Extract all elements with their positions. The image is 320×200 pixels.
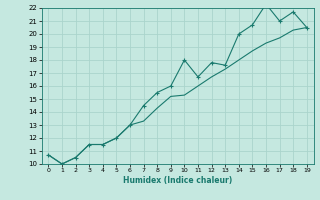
X-axis label: Humidex (Indice chaleur): Humidex (Indice chaleur): [123, 176, 232, 185]
